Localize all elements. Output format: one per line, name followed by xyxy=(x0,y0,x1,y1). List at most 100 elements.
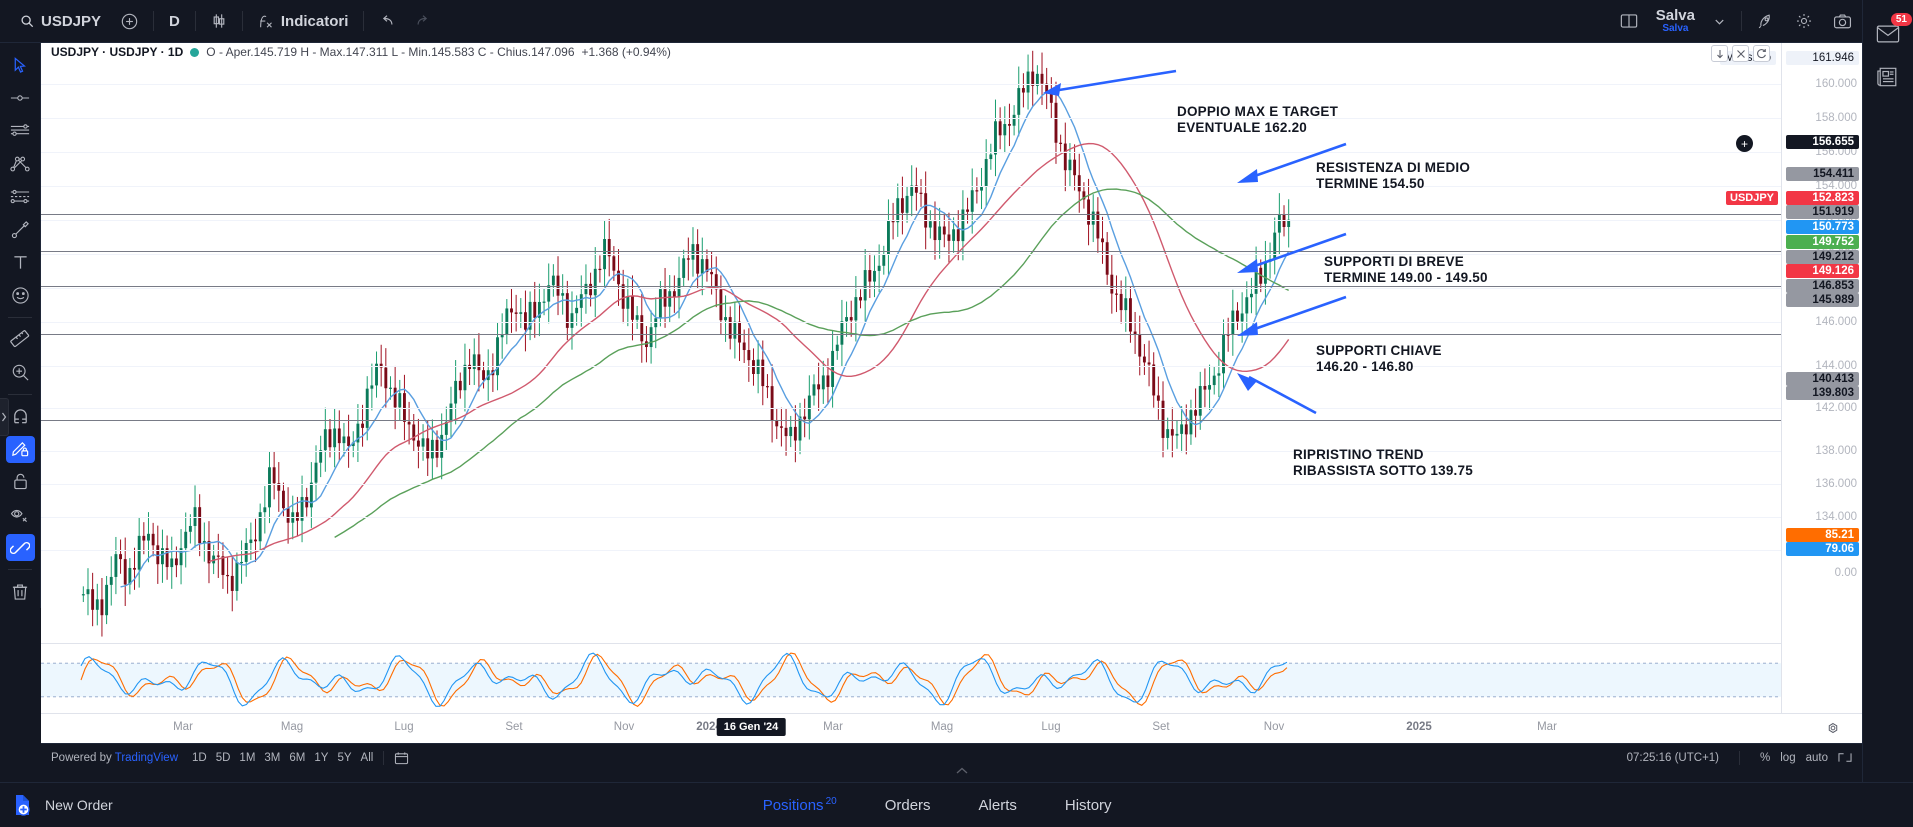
replay-button[interactable] xyxy=(1747,6,1785,37)
calendar-icon[interactable] xyxy=(394,751,409,765)
collapse-pane-icon[interactable] xyxy=(1732,45,1749,62)
trend-line-icon[interactable] xyxy=(6,85,35,112)
price-plot[interactable] xyxy=(41,43,1781,743)
fx-icon xyxy=(258,13,274,30)
osc-d-tag: 79.06 xyxy=(1786,542,1859,556)
settings-button[interactable] xyxy=(1785,6,1823,37)
time-tick: Lug xyxy=(394,721,414,733)
news-icon[interactable] xyxy=(1876,66,1900,88)
symbol-search-button[interactable]: USDJPY xyxy=(10,6,111,37)
annotation-doppio-max: DOPPIO MAX E TARGET EVENTUALE 162.20 xyxy=(1177,104,1339,136)
zoom-in-icon[interactable] xyxy=(6,359,35,386)
fib-retracement-icon[interactable] xyxy=(6,184,35,211)
trash-icon[interactable] xyxy=(6,578,35,605)
scroll-to-realtime-icon[interactable] xyxy=(1711,45,1728,62)
time-tick-year: 2025 xyxy=(1406,721,1432,733)
chart-area[interactable]: USDJPY · USDJPY · 1D O - Aper.145.719 H … xyxy=(41,43,1862,743)
gridline xyxy=(41,118,1781,119)
range-5d[interactable]: 5D xyxy=(215,751,231,764)
gridline xyxy=(41,517,1781,518)
save-dropdown-button[interactable] xyxy=(1703,6,1736,37)
hide-drawings-icon[interactable] xyxy=(6,501,35,528)
indicators-button[interactable]: Indicatori xyxy=(248,6,359,37)
gridline xyxy=(41,366,1781,367)
candlestick-series xyxy=(81,50,1291,637)
auto-toggle[interactable]: auto xyxy=(1805,751,1828,764)
gridline xyxy=(41,288,1781,289)
statusbar-right: 07:25:16 (UTC+1) % log auto xyxy=(1627,750,1852,765)
mail-badge: 51 xyxy=(1890,13,1912,26)
range-1y[interactable]: 1Y xyxy=(314,751,329,764)
interval-button[interactable]: D xyxy=(159,6,190,37)
camera-icon xyxy=(1833,13,1852,30)
price-scale[interactable]: 161.946 160.000 158.000 156.000 154.000 … xyxy=(1726,43,1862,743)
pitchfork-icon[interactable] xyxy=(6,151,35,178)
tab-positions[interactable]: Positions 20 xyxy=(763,796,837,814)
interval-label: D xyxy=(169,12,180,30)
reset-chart-icon[interactable] xyxy=(1753,45,1770,62)
support-line-140[interactable] xyxy=(41,420,1781,421)
add-symbol-button[interactable] xyxy=(111,6,148,37)
support-line-152[interactable] xyxy=(41,251,1781,252)
candles-icon xyxy=(211,13,227,29)
magnet-icon[interactable] xyxy=(6,403,35,430)
ma-tag-blue: 150.773 xyxy=(1786,220,1859,234)
sync-drawings-icon[interactable] xyxy=(5,534,35,562)
level-tag-145: 145.989 xyxy=(1786,293,1859,307)
legend-ohlc: O - Aper.145.719 H - Max.147.311 L - Min… xyxy=(206,45,575,59)
tab-orders[interactable]: Orders xyxy=(885,797,931,814)
horizontal-lines-icon[interactable] xyxy=(6,118,35,145)
undo-button[interactable] xyxy=(369,6,405,37)
tradingview-brand[interactable]: TradingView xyxy=(114,751,179,764)
price-tick: 156.000 xyxy=(1815,146,1857,158)
log-toggle[interactable]: log xyxy=(1780,751,1796,764)
gridline xyxy=(41,186,1781,187)
range-5y[interactable]: 5Y xyxy=(337,751,352,764)
measure-ruler-icon[interactable] xyxy=(6,326,35,353)
time-tick-year: 2024 xyxy=(696,721,722,733)
gear-icon xyxy=(1795,12,1813,30)
gridline xyxy=(41,152,1781,153)
tab-history[interactable]: History xyxy=(1065,797,1112,814)
annotation-arrow-1 xyxy=(1043,69,1177,96)
redo-button[interactable] xyxy=(405,6,441,37)
percent-toggle[interactable]: % xyxy=(1760,751,1771,764)
toolbar-expander[interactable] xyxy=(0,398,9,436)
new-order-button[interactable]: New Order xyxy=(14,793,113,817)
tab-alerts[interactable]: Alerts xyxy=(979,797,1017,814)
range-all[interactable]: All xyxy=(360,751,374,764)
range-3m[interactable]: 3M xyxy=(264,751,281,764)
save-button[interactable]: Salva Salva xyxy=(1648,8,1703,34)
toolbar-divider xyxy=(241,11,243,31)
text-icon[interactable] xyxy=(6,249,35,276)
stochastic-series xyxy=(41,652,1781,708)
top-toolbar: USDJPY D xyxy=(0,0,1862,43)
range-6m[interactable]: 6M xyxy=(289,751,306,764)
range-1d[interactable]: 1D xyxy=(192,751,207,764)
chart-type-button[interactable] xyxy=(201,6,237,37)
gear-icon[interactable] xyxy=(1826,721,1840,735)
gridline xyxy=(41,84,1781,85)
snapshot-button[interactable] xyxy=(1823,6,1862,37)
pane-collapse-handle[interactable] xyxy=(950,766,976,777)
support-line-146[interactable] xyxy=(41,334,1781,335)
cursor-arrow-icon[interactable] xyxy=(6,52,35,79)
mail-icon[interactable]: 51 xyxy=(1876,13,1912,44)
unlock-icon[interactable] xyxy=(6,469,35,496)
plus-circle-icon[interactable]: + xyxy=(1736,135,1753,152)
time-scale[interactable]: Mar Mag Lug Set Nov 2024 16 Gen '24 Mar … xyxy=(41,713,1862,743)
level-tag-151: 151.919 xyxy=(1786,205,1859,219)
brush-icon[interactable] xyxy=(6,216,35,243)
layout-button[interactable] xyxy=(1610,6,1648,37)
range-1m[interactable]: 1M xyxy=(239,751,256,764)
fit-scale-icon[interactable] xyxy=(1838,751,1852,764)
save-label: Salva xyxy=(1655,6,1695,24)
statusbar-divider xyxy=(1739,750,1741,765)
oscillator-pane[interactable] xyxy=(41,643,1781,713)
time-tick: Mag xyxy=(930,721,954,733)
emoji-icon[interactable] xyxy=(6,282,35,309)
support-line-149[interactable] xyxy=(41,286,1781,287)
drawing-lock-icon[interactable] xyxy=(5,435,35,463)
level-tag-139: 139.803 xyxy=(1786,386,1859,400)
support-line-154[interactable] xyxy=(41,214,1781,215)
